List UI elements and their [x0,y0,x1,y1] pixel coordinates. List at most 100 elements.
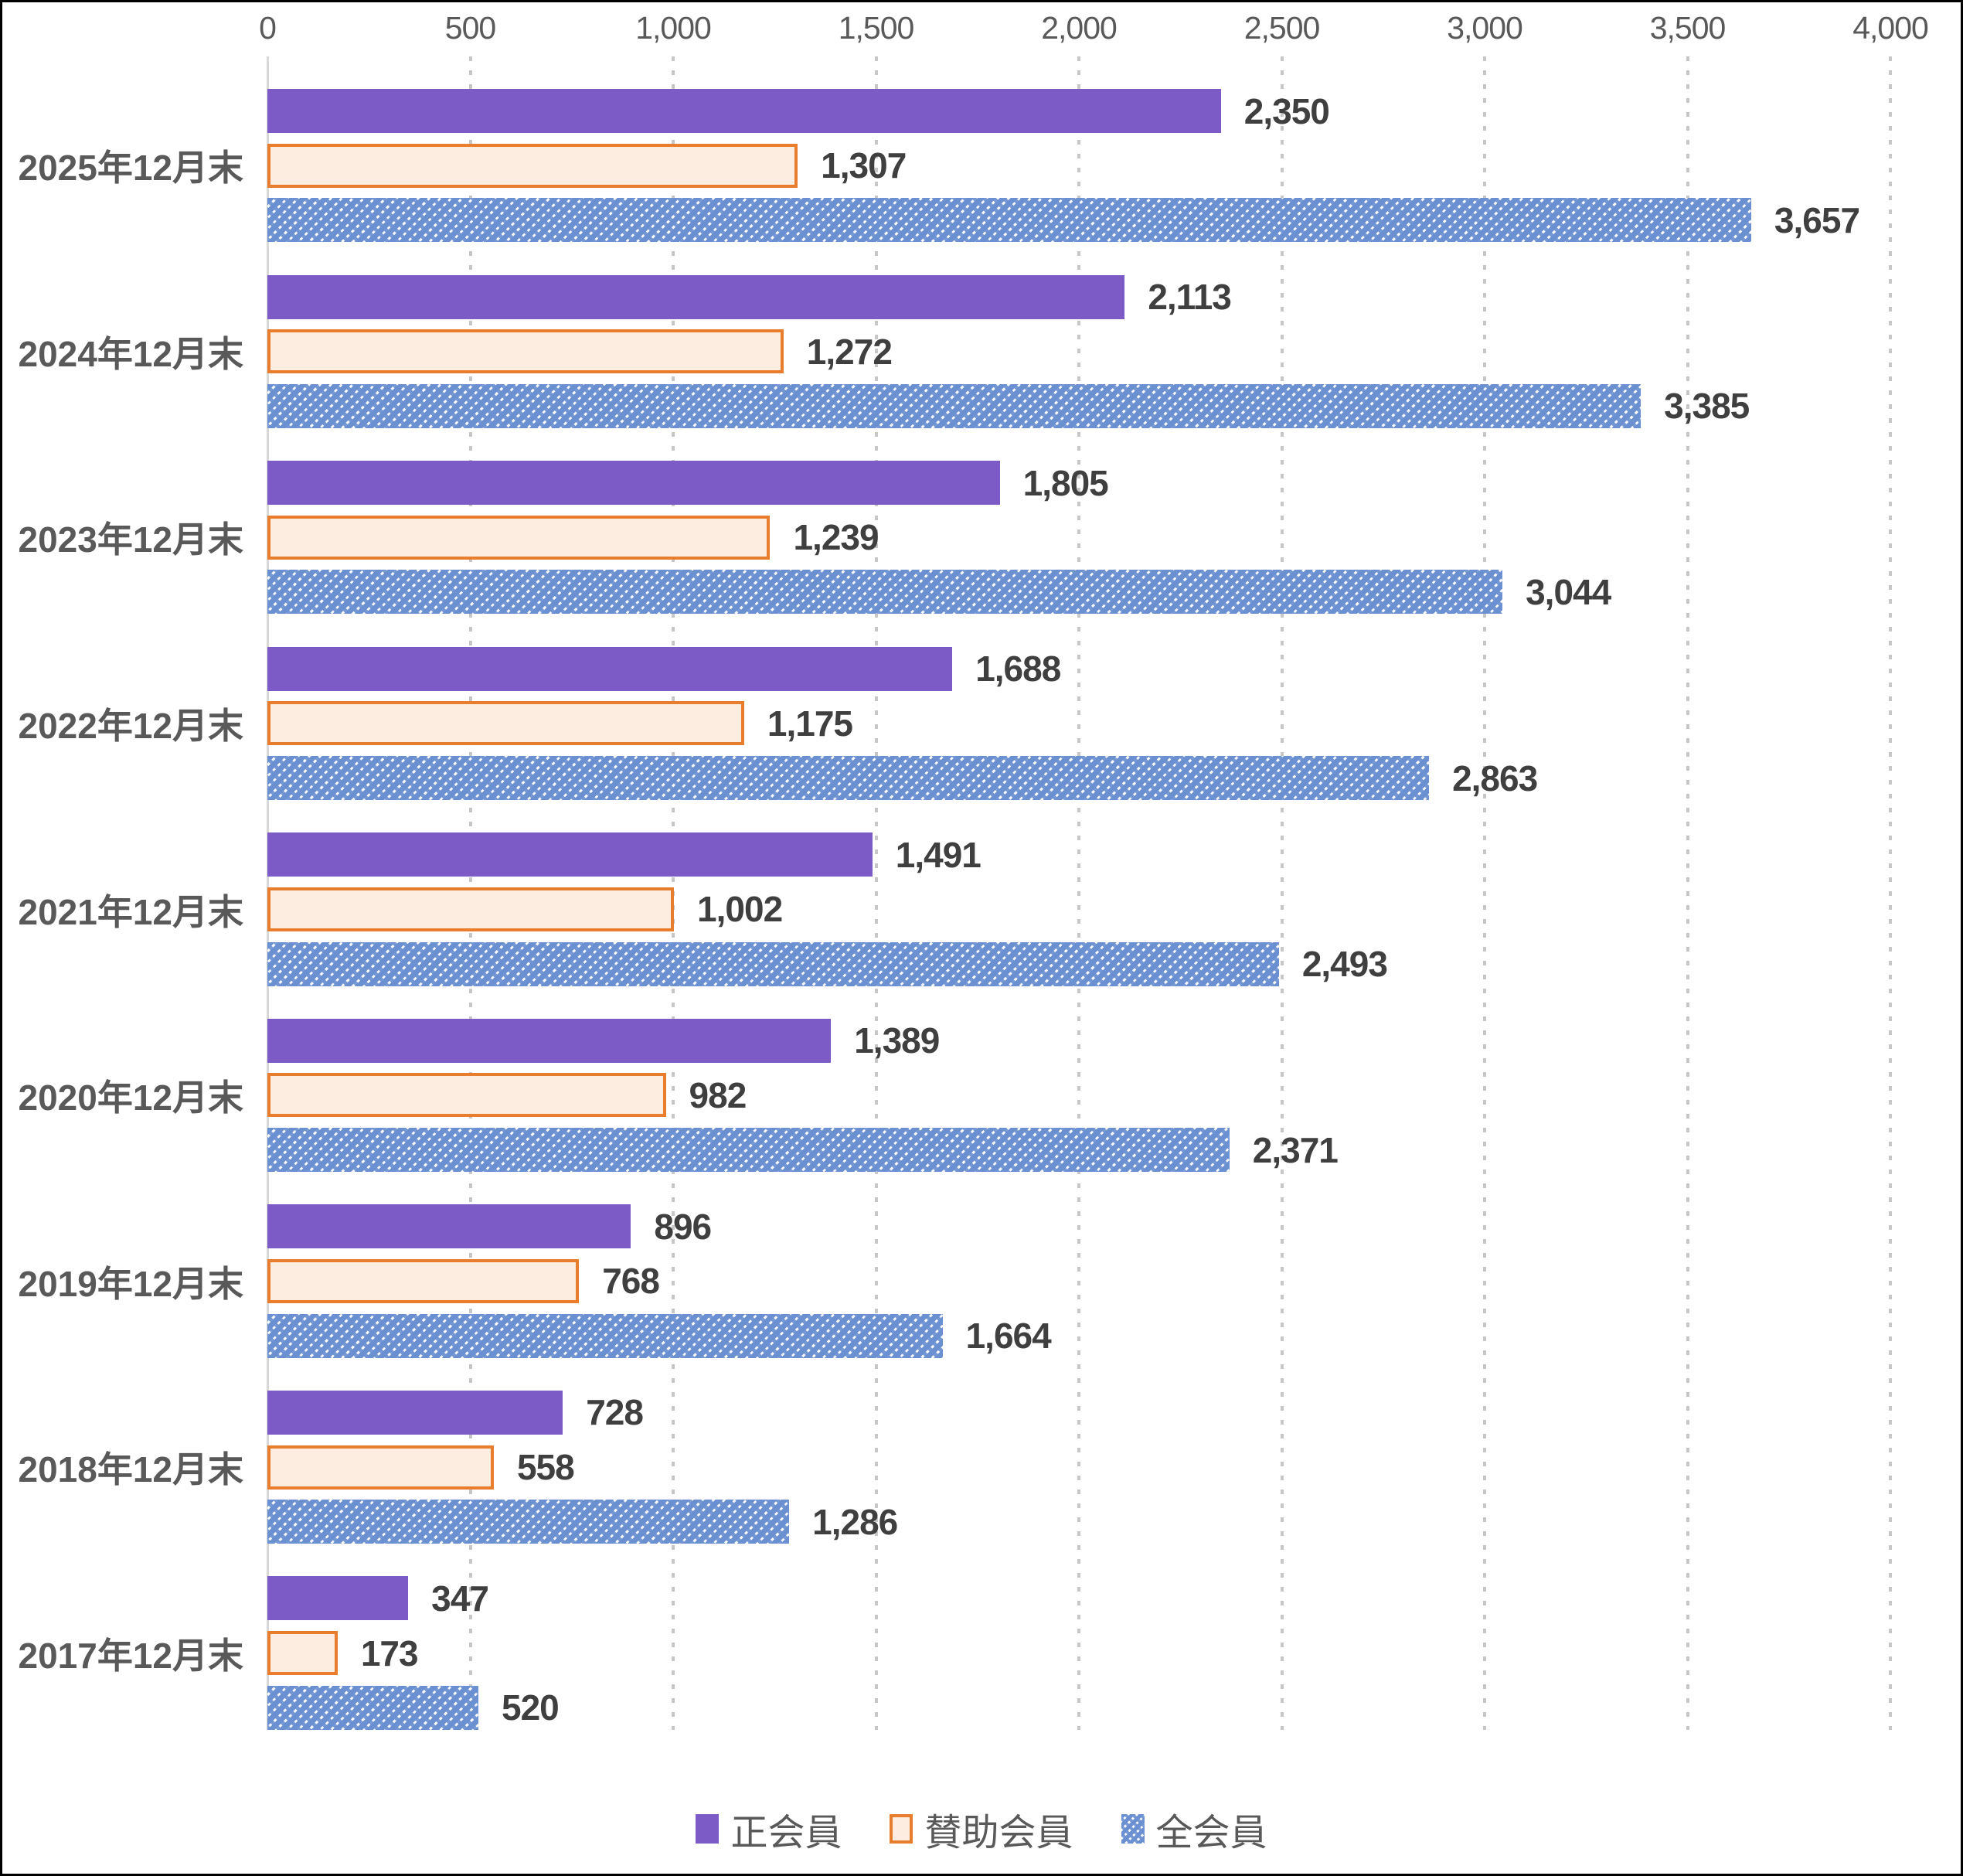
x-tick-label-1000: 1,000 [635,10,712,46]
x-tick-label-3000: 3,000 [1447,10,1523,46]
category-label-2017: 2017年12月末 [18,1635,244,1676]
bar-row-all-members-2022: 2,863 [267,756,1890,801]
category-label-2020: 2020年12月末 [18,1078,244,1118]
bar-group-2017: 347 173 520 [267,1544,1890,1730]
bar-supporting-members-2019 [267,1258,580,1303]
category-label-2021: 2021年12月末 [18,891,244,932]
bar-row-all-members-2021: 2,493 [267,941,1890,986]
legend-label-supporting-members: 賛助会員 [924,1813,1073,1854]
legend-item-supporting-members: 賛助会員 [890,1802,1073,1856]
data-label-supporting-members-2018: 558 [516,1447,575,1488]
data-label-supporting-members-2019: 768 [602,1261,660,1302]
data-label-supporting-members-2020: 982 [689,1074,747,1115]
data-label-supporting-members-2023: 1,239 [793,517,879,558]
bar-row-supporting-members-2017: 173 [267,1631,1890,1676]
bar-group-2019: 896 768 1,664 [267,1172,1890,1358]
data-label-supporting-members-2021: 1,002 [697,889,783,930]
category-label-2022: 2022年12月末 [18,705,244,746]
data-label-regular-members-2022: 1,688 [975,649,1061,689]
legend-label-regular-members: 正会員 [730,1813,842,1854]
data-label-regular-members-2019: 896 [654,1206,712,1247]
bar-row-all-members-2024: 3,385 [267,383,1890,428]
data-label-regular-members-2023: 1,805 [1022,462,1109,503]
x-tick-label-500: 500 [444,10,496,46]
bar-row-all-members-2019: 1,664 [267,1313,1890,1358]
bar-group-2018: 728 558 1,286 [267,1358,1890,1544]
x-tick-label-1500: 1,500 [838,10,915,46]
plot-area: 2,350 1,307 3,657 2,113 1,272 3,385 1,805 1,239… [267,56,1892,1730]
bar-row-regular-members-2019: 896 [267,1204,1890,1249]
data-label-regular-members-2017: 347 [431,1578,489,1619]
bar-row-all-members-2018: 1,286 [267,1500,1890,1544]
bar-row-regular-members-2017: 347 [267,1576,1890,1621]
bar-row-regular-members-2024: 2,113 [267,274,1890,319]
bar-row-all-members-2023: 3,044 [267,570,1890,615]
bar-row-all-members-2020: 2,371 [267,1128,1890,1173]
data-label-all-members-2020: 2,371 [1252,1129,1339,1170]
bar-all-members-2019 [267,1313,943,1358]
legend-label-all-members: 全会員 [1155,1813,1267,1854]
data-label-regular-members-2025: 2,350 [1243,90,1330,131]
bar-all-members-2025 [267,198,1751,243]
bar-regular-members-2019 [267,1204,631,1249]
bar-row-supporting-members-2020: 982 [267,1073,1890,1118]
bar-regular-members-2023 [267,461,1000,506]
gridline-4000 [1889,56,1892,1730]
bar-supporting-members-2023 [267,515,771,560]
x-tick-label-4000: 4,000 [1852,10,1929,46]
data-label-all-members-2018: 1,286 [812,1501,898,1542]
bar-supporting-members-2021 [267,887,675,931]
legend-item-regular-members: 正会員 [696,1802,842,1856]
gridline-1500 [874,56,878,1730]
bar-row-regular-members-2021: 1,491 [267,832,1890,877]
data-label-all-members-2023: 3,044 [1526,571,1611,612]
data-label-regular-members-2018: 728 [586,1392,644,1433]
category-label-2023: 2023年12月末 [18,519,244,560]
gridline-3500 [1686,56,1689,1730]
bar-group-2023: 1,805 1,239 3,044 [267,428,1890,615]
bar-regular-members-2022 [267,646,953,691]
bar-row-supporting-members-2018: 558 [267,1445,1890,1490]
legend: 正会員 賛助会員 全会員 [2,1802,1961,1856]
gridline-3000 [1483,56,1486,1730]
data-label-supporting-members-2025: 1,307 [821,145,907,186]
bar-row-all-members-2017: 520 [267,1685,1890,1730]
bar-supporting-members-2022 [267,701,744,746]
bar-all-members-2024 [267,383,1642,428]
bar-row-regular-members-2020: 1,389 [267,1018,1890,1063]
bar-group-2024: 2,113 1,272 3,385 [267,243,1890,429]
bar-group-2022: 1,688 1,175 2,863 [267,615,1890,801]
bar-supporting-members-2024 [267,329,784,374]
bar-row-supporting-members-2019: 768 [267,1258,1890,1303]
bar-row-supporting-members-2025: 1,307 [267,143,1890,188]
bar-all-members-2022 [267,756,1430,801]
bar-group-2025: 2,350 1,307 3,657 [267,56,1890,243]
x-tick-label-2500: 2,500 [1243,10,1321,46]
data-label-supporting-members-2022: 1,175 [767,703,853,744]
category-label-2025: 2025年12月末 [18,148,244,189]
bar-row-regular-members-2025: 2,350 [267,89,1890,133]
data-label-supporting-members-2024: 1,272 [806,331,893,372]
bar-all-members-2018 [267,1500,790,1544]
bar-all-members-2017 [267,1685,478,1730]
category-axis: 2025年12月末 2024年12月末 2023年12月末 2022年12月末 2021… [2,56,244,1730]
bar-row-supporting-members-2022: 1,175 [267,701,1890,746]
data-label-all-members-2021: 2,493 [1301,944,1388,985]
bar-row-supporting-members-2023: 1,239 [267,515,1890,560]
bar-row-supporting-members-2024: 1,272 [267,329,1890,374]
category-label-2024: 2024年12月末 [18,333,244,374]
bar-regular-members-2024 [267,274,1125,319]
bar-regular-members-2020 [267,1018,832,1063]
legend-swatch-icon-all-members [1121,1814,1145,1844]
bar-regular-members-2025 [267,89,1221,133]
data-label-regular-members-2020: 1,389 [854,1020,940,1061]
legend-swatch-icon-supporting-members [890,1814,913,1844]
bar-group-2021: 1,491 1,002 2,493 [267,800,1890,986]
bar-regular-members-2017 [267,1576,409,1621]
bar-group-2020: 1,389 982 2,371 [267,986,1890,1173]
category-label-2018: 2018年12月末 [18,1449,244,1490]
data-label-supporting-members-2017: 173 [360,1633,419,1673]
bar-supporting-members-2017 [267,1631,338,1676]
bar-supporting-members-2018 [267,1445,494,1490]
